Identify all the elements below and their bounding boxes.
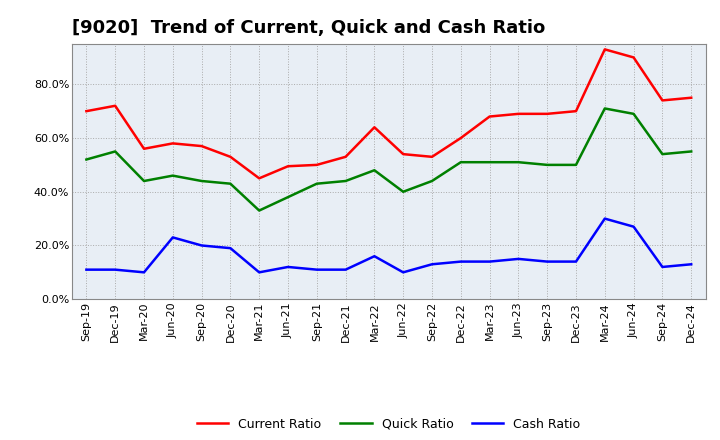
- Quick Ratio: [284, 194, 292, 200]
- Cash Ratio: [197, 243, 206, 248]
- Cash Ratio: [82, 267, 91, 272]
- Cash Ratio: [572, 259, 580, 264]
- Current Ratio: [140, 146, 148, 151]
- Current Ratio: [284, 164, 292, 169]
- Quick Ratio: [485, 160, 494, 165]
- Quick Ratio: [658, 151, 667, 157]
- Quick Ratio: [572, 162, 580, 168]
- Quick Ratio: [140, 178, 148, 183]
- Quick Ratio: [255, 208, 264, 213]
- Cash Ratio: [629, 224, 638, 229]
- Quick Ratio: [514, 160, 523, 165]
- Quick Ratio: [600, 106, 609, 111]
- Current Ratio: [197, 143, 206, 149]
- Quick Ratio: [456, 160, 465, 165]
- Current Ratio: [82, 109, 91, 114]
- Current Ratio: [456, 136, 465, 141]
- Quick Ratio: [341, 178, 350, 183]
- Cash Ratio: [140, 270, 148, 275]
- Legend: Current Ratio, Quick Ratio, Cash Ratio: Current Ratio, Quick Ratio, Cash Ratio: [192, 413, 585, 436]
- Current Ratio: [370, 125, 379, 130]
- Quick Ratio: [226, 181, 235, 186]
- Current Ratio: [658, 98, 667, 103]
- Cash Ratio: [600, 216, 609, 221]
- Cash Ratio: [370, 253, 379, 259]
- Cash Ratio: [255, 270, 264, 275]
- Quick Ratio: [370, 168, 379, 173]
- Current Ratio: [255, 176, 264, 181]
- Quick Ratio: [197, 178, 206, 183]
- Line: Cash Ratio: Cash Ratio: [86, 219, 691, 272]
- Current Ratio: [572, 109, 580, 114]
- Cash Ratio: [456, 259, 465, 264]
- Cash Ratio: [399, 270, 408, 275]
- Quick Ratio: [82, 157, 91, 162]
- Quick Ratio: [399, 189, 408, 194]
- Current Ratio: [543, 111, 552, 117]
- Cash Ratio: [658, 264, 667, 270]
- Current Ratio: [111, 103, 120, 108]
- Current Ratio: [629, 55, 638, 60]
- Line: Quick Ratio: Quick Ratio: [86, 109, 691, 211]
- Cash Ratio: [284, 264, 292, 270]
- Cash Ratio: [341, 267, 350, 272]
- Cash Ratio: [312, 267, 321, 272]
- Text: [9020]  Trend of Current, Quick and Cash Ratio: [9020] Trend of Current, Quick and Cash …: [72, 19, 545, 37]
- Cash Ratio: [111, 267, 120, 272]
- Current Ratio: [514, 111, 523, 117]
- Cash Ratio: [428, 262, 436, 267]
- Cash Ratio: [226, 246, 235, 251]
- Cash Ratio: [687, 262, 696, 267]
- Quick Ratio: [312, 181, 321, 186]
- Quick Ratio: [543, 162, 552, 168]
- Cash Ratio: [168, 235, 177, 240]
- Current Ratio: [687, 95, 696, 100]
- Current Ratio: [399, 151, 408, 157]
- Quick Ratio: [168, 173, 177, 178]
- Current Ratio: [428, 154, 436, 159]
- Quick Ratio: [687, 149, 696, 154]
- Current Ratio: [485, 114, 494, 119]
- Quick Ratio: [629, 111, 638, 117]
- Cash Ratio: [514, 256, 523, 261]
- Current Ratio: [600, 47, 609, 52]
- Current Ratio: [168, 141, 177, 146]
- Current Ratio: [312, 162, 321, 168]
- Cash Ratio: [543, 259, 552, 264]
- Current Ratio: [226, 154, 235, 159]
- Quick Ratio: [428, 178, 436, 183]
- Cash Ratio: [485, 259, 494, 264]
- Quick Ratio: [111, 149, 120, 154]
- Line: Current Ratio: Current Ratio: [86, 49, 691, 178]
- Current Ratio: [341, 154, 350, 159]
